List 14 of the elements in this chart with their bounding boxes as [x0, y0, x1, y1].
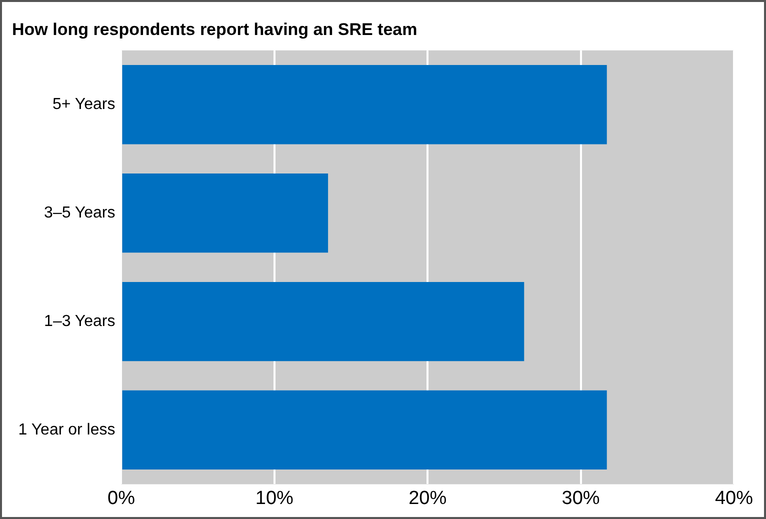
y-tick-label: 3–5 Years [44, 204, 116, 222]
x-tick-label: 30% [562, 488, 600, 509]
x-tick-label: 20% [408, 488, 447, 509]
x-tick-label: 40% [714, 488, 754, 509]
bar [122, 65, 607, 144]
y-tick-label: 1–3 Years [44, 312, 116, 330]
y-tick-label: 5+ Years [52, 96, 116, 114]
bar [122, 390, 607, 470]
bar [122, 173, 328, 253]
x-tick-label: 10% [255, 488, 294, 509]
chart-title: How long respondents report having an SRE team [12, 20, 418, 39]
bar [122, 282, 524, 362]
x-tick-label: 0% [108, 488, 136, 509]
y-tick-label: 1 Year or less [18, 421, 116, 438]
